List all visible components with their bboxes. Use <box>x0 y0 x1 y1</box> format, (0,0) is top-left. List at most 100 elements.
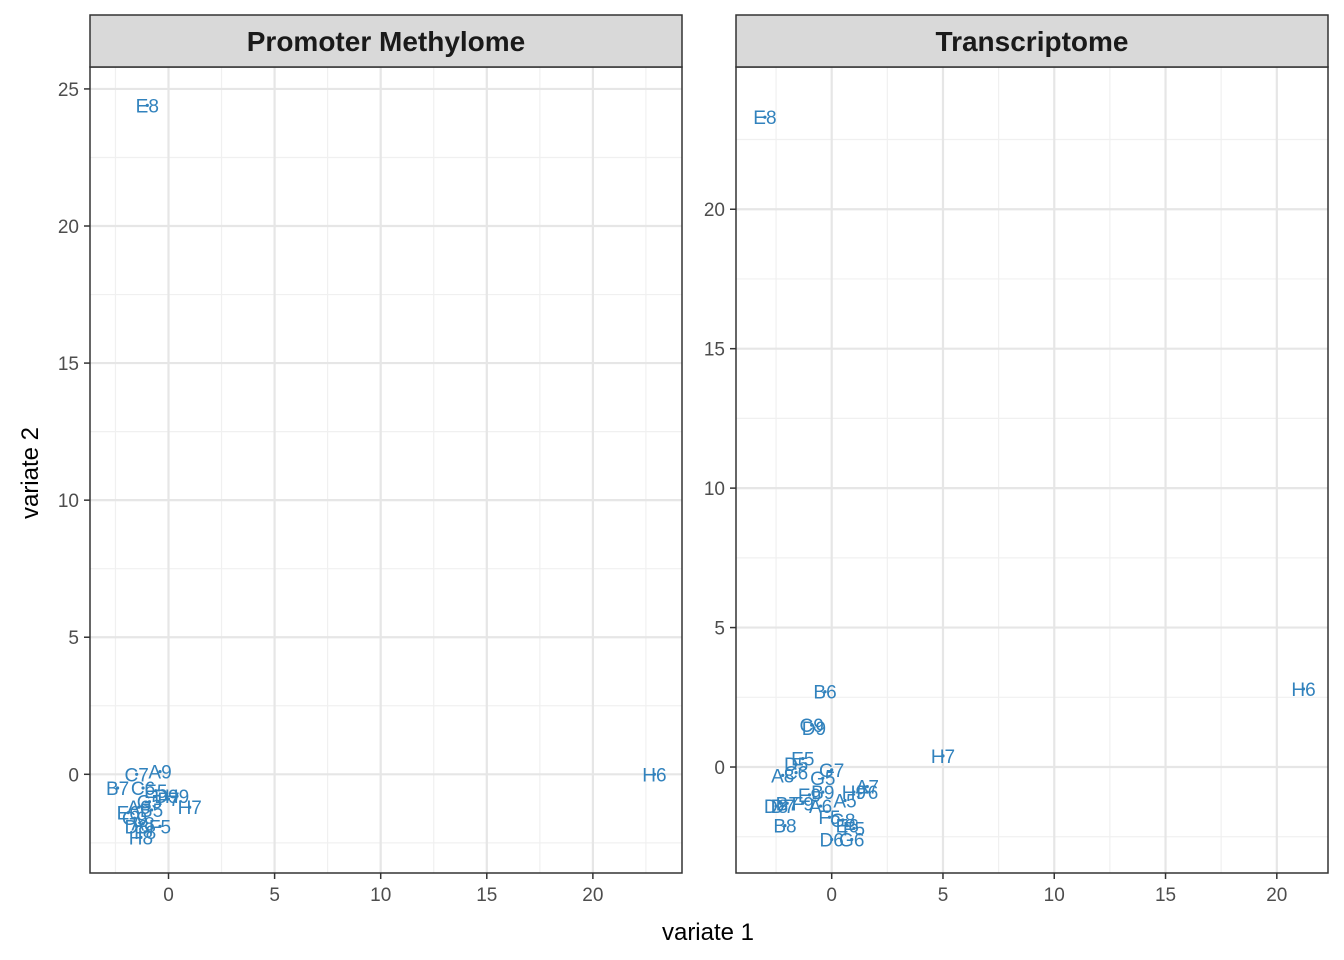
data-point <box>843 798 847 803</box>
point-label: F5 <box>818 808 840 829</box>
point-label: A8 <box>131 815 154 836</box>
data-point <box>850 837 854 842</box>
y-tick-label: 5 <box>68 628 79 649</box>
x-tick-label: 15 <box>1155 885 1176 906</box>
data-point <box>781 804 785 808</box>
point-label: B7 <box>776 794 799 815</box>
data-point <box>852 826 856 830</box>
data-point <box>852 790 856 794</box>
point-label: D9 <box>802 719 826 740</box>
point-label: G8 <box>830 811 855 832</box>
y-tick-label: 20 <box>704 200 725 221</box>
point-label: A5 <box>833 791 856 812</box>
point-label: H9 <box>165 787 189 808</box>
data-point <box>164 794 168 798</box>
y-tick-label: 0 <box>68 765 79 786</box>
data-point <box>652 772 657 776</box>
data-point <box>794 770 798 775</box>
data-point <box>149 808 154 812</box>
facet-strip <box>735 14 1329 68</box>
data-point <box>154 789 158 793</box>
point-label: A8 <box>771 766 794 787</box>
point-label: F7 <box>157 790 179 811</box>
point-label: D8 <box>125 817 149 838</box>
x-axis-title: variate 1 <box>662 919 754 946</box>
point-label: D9 <box>154 787 178 808</box>
data-point <box>126 811 130 815</box>
x-tick-label: 5 <box>938 885 949 906</box>
data-point <box>139 835 143 839</box>
point-label: D8 <box>764 797 788 818</box>
data-point <box>158 769 162 774</box>
point-label: G7 <box>819 761 844 782</box>
point-label: F9 <box>792 794 814 815</box>
point-label: B6 <box>813 683 836 704</box>
data-point <box>794 762 798 766</box>
data-point <box>132 816 137 820</box>
data-point <box>774 804 778 808</box>
point-label: G6 <box>839 831 864 852</box>
point-label: D5 <box>784 755 808 776</box>
point-label: D6 <box>820 831 844 852</box>
data-point <box>841 818 845 822</box>
data-point <box>821 776 825 780</box>
data-point <box>141 822 145 826</box>
point-label: B7 <box>106 779 129 800</box>
data-point <box>801 757 805 761</box>
y-tick-label: 25 <box>58 80 79 101</box>
data-point <box>147 800 152 804</box>
facet-strip <box>89 14 683 68</box>
y-axis-title: variate 2 <box>17 427 44 519</box>
x-tick-label: 10 <box>370 885 391 906</box>
y-tick-label: 10 <box>58 491 79 512</box>
panel-background <box>736 67 1328 873</box>
data-point <box>135 824 139 828</box>
data-point <box>941 754 945 758</box>
data-point <box>115 786 120 790</box>
data-point <box>158 824 162 828</box>
point-label: F6 <box>856 783 878 804</box>
x-tick-label: 0 <box>826 885 837 906</box>
data-point <box>827 815 832 819</box>
data-point <box>823 690 827 694</box>
x-tick-label: 10 <box>1044 885 1065 906</box>
point-label: A7 <box>856 778 879 799</box>
data-point <box>188 805 192 809</box>
point-label: H9 <box>842 783 866 804</box>
x-tick-label: 20 <box>1266 885 1287 906</box>
panel-background <box>90 67 682 873</box>
data-point <box>785 801 789 805</box>
point-label: B9 <box>811 783 834 804</box>
data-point <box>137 805 141 809</box>
point-label: E9 <box>798 786 821 807</box>
y-tick-label: 10 <box>704 479 725 500</box>
data-point <box>821 790 825 794</box>
point-label: C6 <box>131 779 155 800</box>
point-label: C6 <box>784 764 808 785</box>
data-point <box>175 794 179 798</box>
data-point <box>812 726 816 730</box>
data-point <box>865 790 869 794</box>
point-label: H7 <box>931 747 955 768</box>
y-tick-label: 15 <box>58 354 79 375</box>
facet-title: Promoter Methylome <box>247 26 526 57</box>
data-point <box>830 768 834 772</box>
point-label: E8 <box>136 96 159 117</box>
point-label: C7 <box>125 765 149 786</box>
data-point <box>143 830 147 834</box>
y-tick-label: 15 <box>704 340 725 361</box>
y-tick-label: 5 <box>714 619 725 640</box>
point-label: C9 <box>800 716 824 737</box>
x-tick-label: 0 <box>163 885 174 906</box>
data-point <box>145 103 149 107</box>
y-tick-label: 0 <box>714 758 725 779</box>
facet-title: Transcriptome <box>936 26 1129 57</box>
point-label: H6 <box>642 765 666 786</box>
point-label: H6 <box>1291 680 1315 701</box>
x-tick-label: 20 <box>582 885 603 906</box>
point-label: A6 <box>127 798 150 819</box>
point-label: G5 <box>137 793 162 814</box>
data-point <box>801 801 805 805</box>
